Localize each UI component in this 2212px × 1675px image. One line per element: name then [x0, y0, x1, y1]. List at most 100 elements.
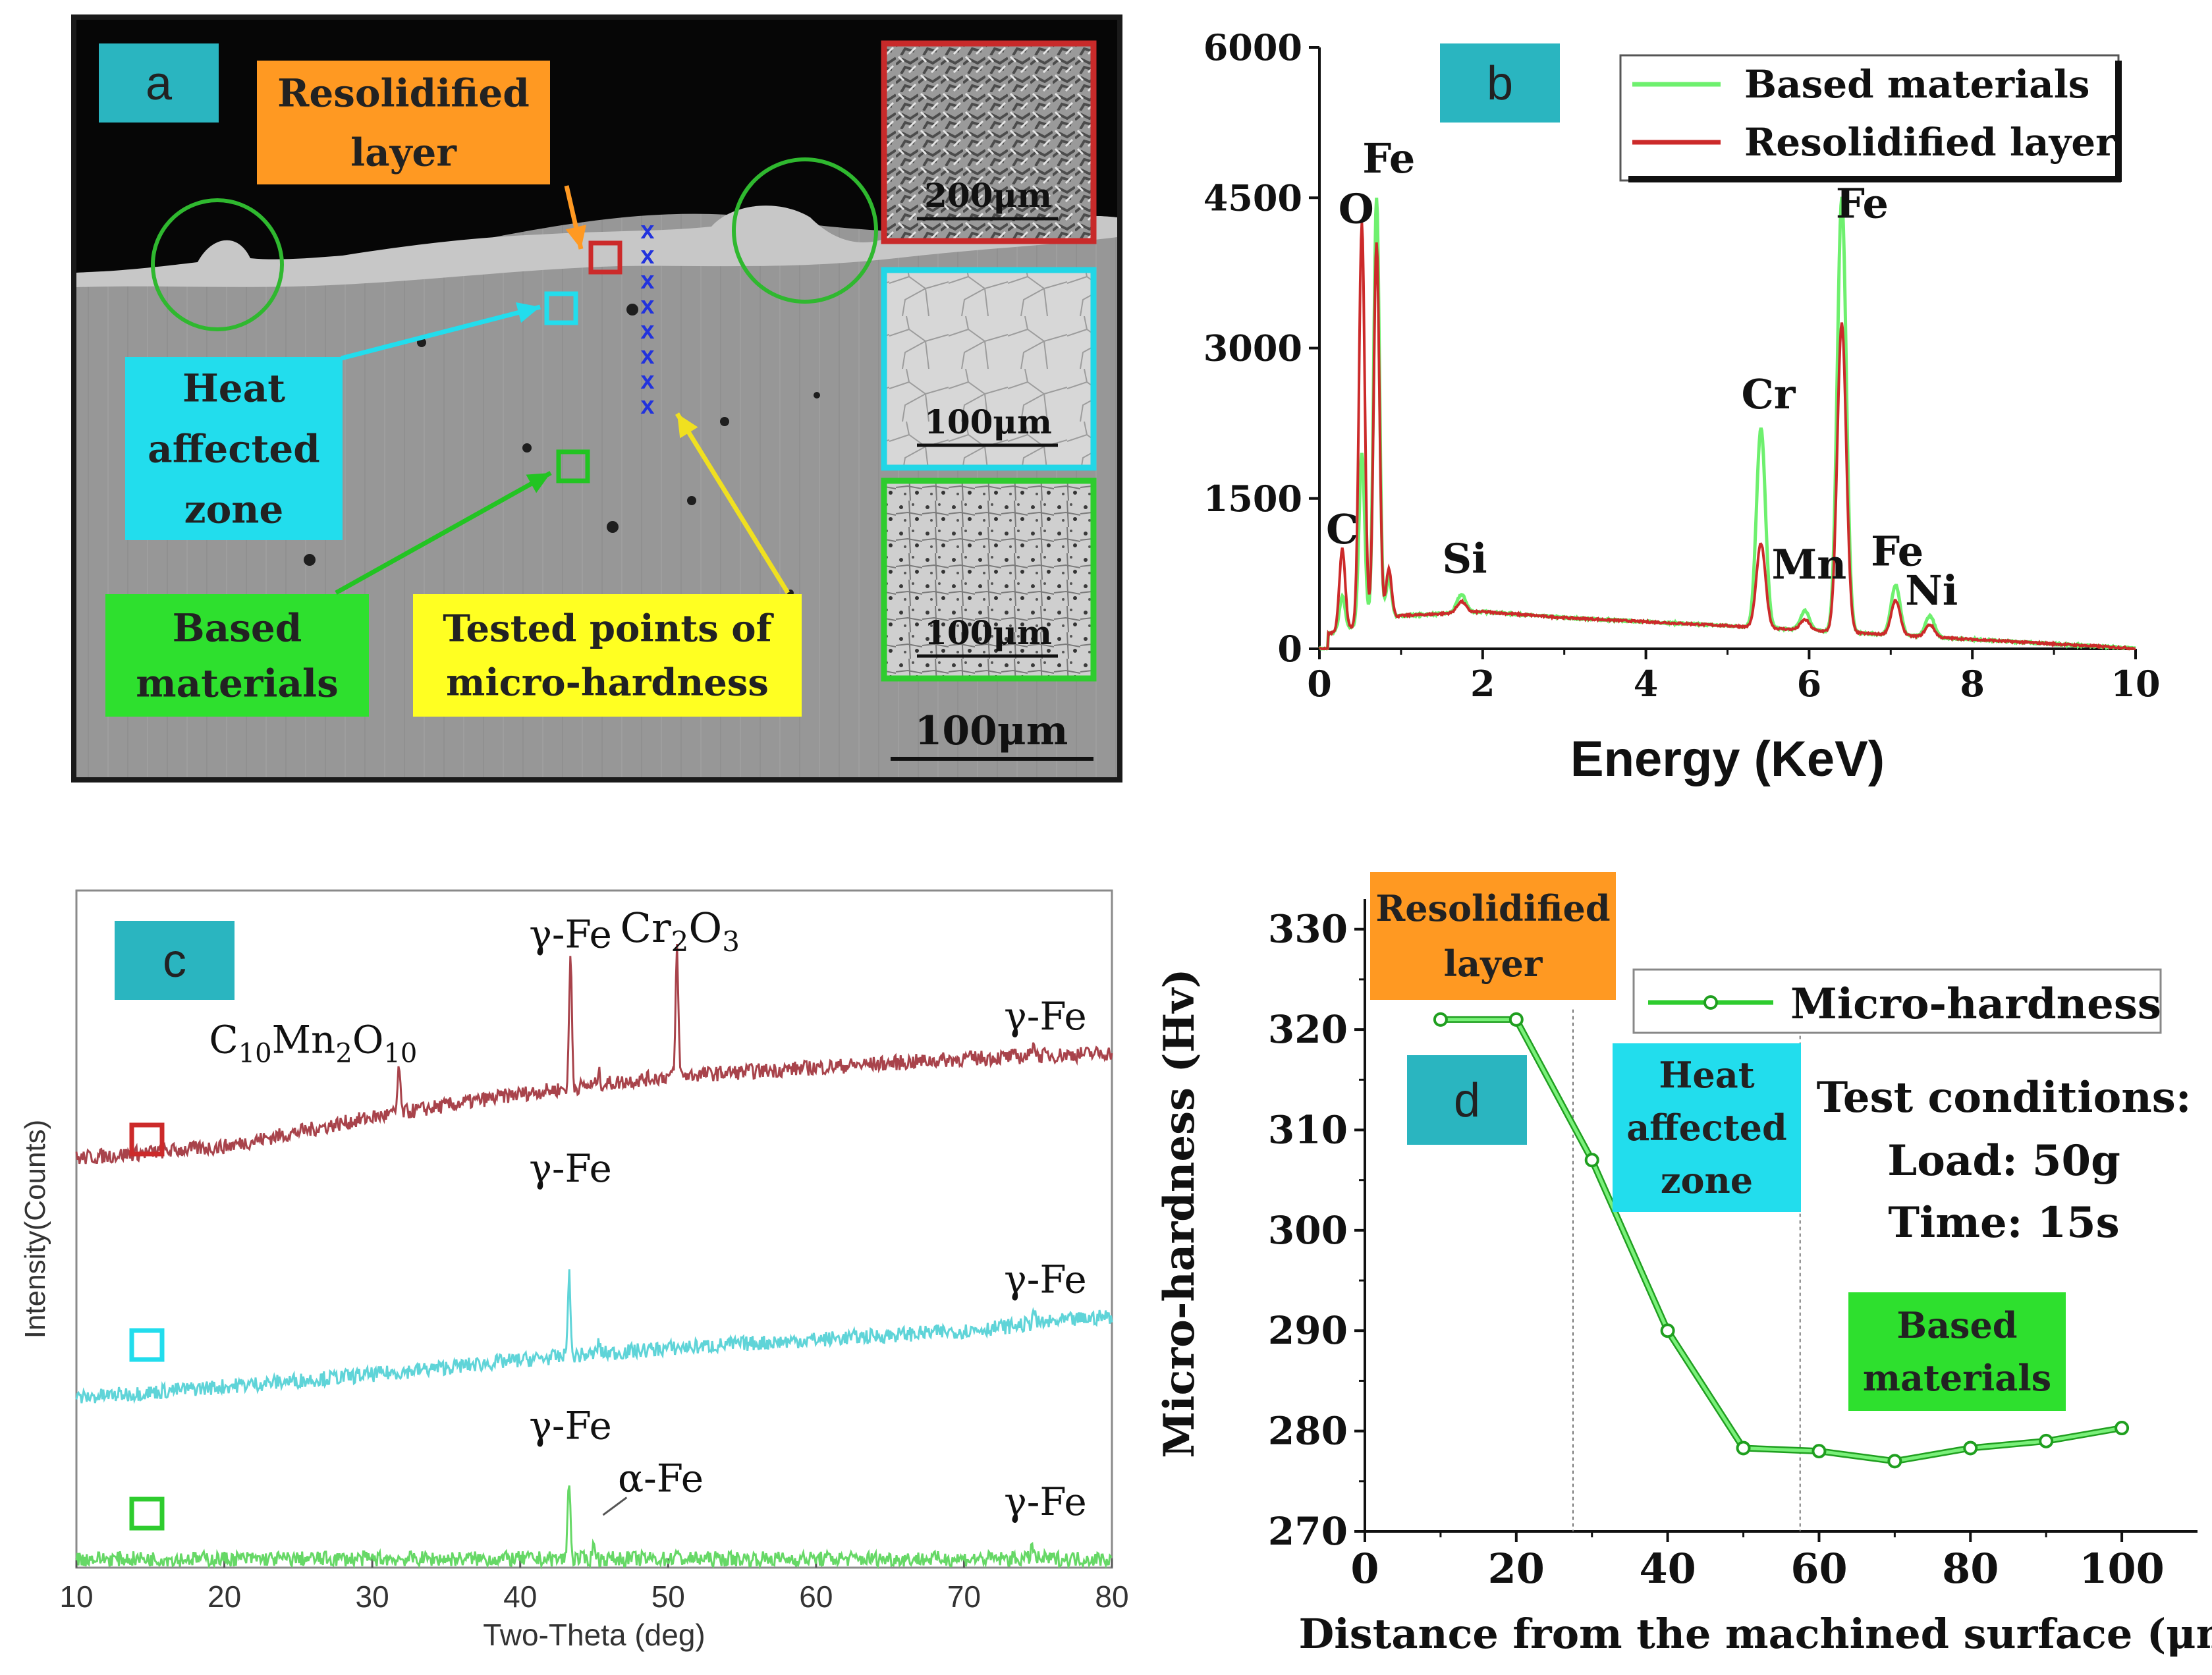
peak-label-fe: Fe	[1836, 180, 1889, 228]
label-d-resolidified: Resolidified layer	[1370, 872, 1616, 1000]
peak-label-ni: Ni	[1905, 566, 1958, 615]
tick-label-x-c: 40	[503, 1579, 537, 1614]
test-point-mark: x	[640, 242, 654, 269]
peak-label-gamma-fe: γ-Fe	[1004, 1479, 1087, 1524]
test-conditions-title: Test conditions:	[1817, 1073, 2192, 1122]
legend-box-b	[1619, 54, 2120, 182]
test-point-mark: x	[640, 342, 654, 370]
label-based-text: Based	[173, 605, 302, 650]
axis-title-x-b: Energy (KeV)	[1570, 731, 1885, 787]
data-point-micro-hardness	[1811, 1444, 1827, 1459]
tick-label-x-b: 8	[1960, 663, 1985, 705]
legend-label-b: Resolidified layer	[1744, 120, 2116, 165]
panel-label-b-text: b	[1487, 57, 1513, 110]
marker-square-haz	[544, 291, 578, 325]
tick-label-x-c: 70	[947, 1579, 981, 1614]
tick-label-y-d: 280	[1268, 1409, 1348, 1454]
panel-label-a-box	[99, 43, 219, 123]
label-d-haz: Heat affected zone	[1613, 1043, 1801, 1212]
label-d-based-text: Based	[1896, 1304, 2017, 1346]
peak-label-gamma-fe: γ-Fe	[1004, 994, 1087, 1039]
arrow-based-shaft	[335, 470, 552, 595]
panel-d: 270 280 290 300 310 320 330 0 20 40 60 80 100 Distanc…	[1155, 872, 2212, 1658]
resolidified-band	[76, 206, 1117, 287]
label-haz: Heat affected zone	[125, 357, 343, 540]
peak-label-gamma-fe: γ-Fe	[1004, 1257, 1087, 1302]
arrow-based-head	[526, 473, 551, 493]
peak-label-cr: Cr	[1741, 370, 1796, 418]
label-d-resolidified-text: Resolidified	[1375, 887, 1610, 929]
panel-c: 10 20 30 40 50 60 70 80 Two-Theta (deg) Intensity…	[19, 889, 1129, 1652]
arrow-haz-shaft	[341, 304, 541, 361]
label-based-text: materials	[136, 661, 339, 705]
peak-label-c10mn2o10: C10Mn2O10	[209, 1018, 417, 1069]
axis-title-y-d: Micro-hardness (Hv)	[1155, 968, 1204, 1458]
peak-label-gamma-fe: γ-Fe	[529, 912, 612, 957]
tick-label-x-d: 60	[1790, 1545, 1847, 1593]
peak-label-fe: Fe	[1362, 134, 1415, 182]
label-tested-points-text: Tested points of	[443, 607, 774, 651]
tick-label-x-d: 0	[1350, 1545, 1379, 1593]
xrd-pattern-resolidified-layer	[75, 943, 1113, 1165]
panel-label-a: a	[99, 43, 219, 123]
test-point-mark: x	[640, 317, 654, 344]
axis-title-y-c: Intensity(Counts)	[19, 1120, 51, 1339]
label-tested-points-text: micro-hardness	[446, 661, 769, 705]
panel-label-d: d	[1407, 1055, 1527, 1145]
inclusion-spot	[687, 496, 696, 505]
tick-label-x-b: 4	[1634, 663, 1659, 705]
tick-label-y-d: 290	[1268, 1308, 1348, 1353]
panel-label-c: c	[115, 921, 235, 1000]
data-point-micro-hardness	[1736, 1441, 1751, 1456]
panel-label-a-text: a	[146, 57, 173, 110]
alpha-fe-pointer	[602, 1497, 628, 1516]
test-conditions-load: Load: 50g	[1887, 1136, 2120, 1186]
tick-label-y-d: 320	[1268, 1007, 1348, 1052]
series-marker-square-c	[129, 1122, 165, 1157]
panel-label-b: b	[1440, 43, 1560, 123]
arrow-haz-head	[516, 302, 540, 323]
tick-label-x-b: 0	[1307, 663, 1332, 705]
arrow-tested-points-head	[677, 414, 698, 439]
label-haz-text: zone	[184, 487, 284, 532]
test-conditions-time: Time: 15s	[1888, 1198, 2119, 1248]
tick-label-x-d: 20	[1488, 1545, 1545, 1593]
tick-label-x-c: 60	[799, 1579, 833, 1614]
label-d-haz-text: Heat	[1659, 1054, 1754, 1096]
tick-label-x-d: 80	[1942, 1545, 1999, 1593]
highlight-circle-left	[151, 198, 284, 331]
data-point-micro-hardness	[1660, 1323, 1675, 1338]
arrow-resolidified-head	[565, 225, 587, 249]
test-point-mark: x	[640, 367, 654, 395]
label-resolidified-text: Resolidified	[277, 70, 530, 115]
tick-label-y-d: 300	[1268, 1208, 1348, 1253]
arrow-based	[335, 470, 552, 595]
inset-micrograph-1: 200μm	[881, 40, 1097, 244]
test-point-mark: x	[640, 267, 654, 294]
tick-label-y-b: 1500	[1203, 478, 1302, 520]
label-based-box	[105, 594, 369, 717]
tick-label-x-b: 10	[2111, 663, 2160, 705]
tick-label-y-b: 0	[1277, 628, 1302, 670]
legend-b: Based materials Resolidified layer	[1619, 54, 2122, 182]
data-point-micro-hardness	[1584, 1153, 1599, 1168]
tick-label-x-d: 100	[2079, 1545, 2164, 1593]
tick-label-x-d: 40	[1639, 1545, 1696, 1593]
label-tested-points: Tested points of micro-hardness	[413, 594, 802, 717]
panel-label-c-box	[115, 921, 235, 1000]
inclusion-spot	[607, 521, 619, 533]
inset-image	[881, 478, 1097, 682]
tick-label-y-d: 330	[1268, 907, 1348, 952]
plot-frame-c	[75, 889, 1113, 1569]
peak-label-c: C	[1326, 505, 1358, 553]
data-point-micro-hardness	[1433, 1012, 1448, 1027]
series-marker-square-c	[129, 1328, 165, 1362]
inset-micrograph-3: 100μm	[881, 478, 1097, 682]
label-d-haz-box	[1613, 1043, 1801, 1212]
panel-label-d-box	[1407, 1055, 1527, 1145]
test-point-mark: x	[640, 217, 654, 244]
label-tested-points-box	[413, 594, 802, 717]
